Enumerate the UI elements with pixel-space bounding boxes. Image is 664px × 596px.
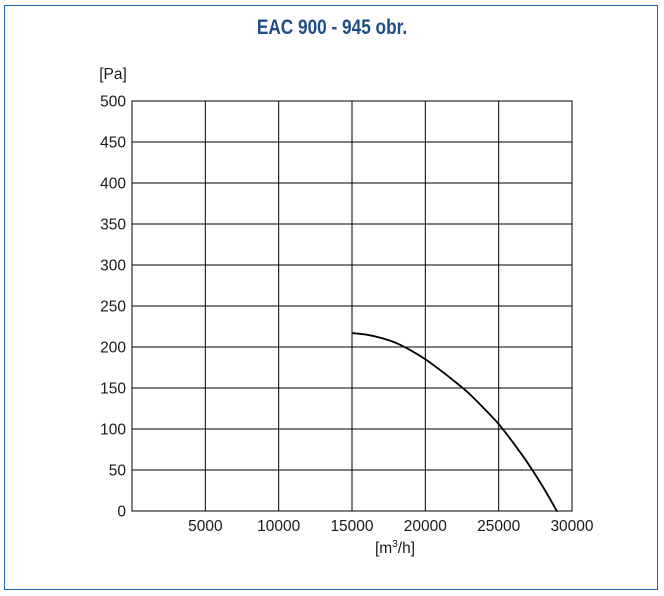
y-tick-label: 300 [100, 258, 126, 275]
y-axis-unit: [Pa] [99, 66, 127, 83]
y-tick-label: 0 [117, 504, 126, 521]
x-tick-label: 15000 [330, 518, 373, 535]
y-tick-labels: 0 50 100 150 200 250 300 350 400 450 500 [100, 94, 126, 521]
x-tick-label: 10000 [257, 518, 300, 535]
fan-curve-line [351, 332, 559, 513]
x-tick-label: 30000 [550, 518, 593, 535]
x-tick-label: 25000 [477, 518, 520, 535]
chart-frame [4, 5, 658, 590]
y-tick-label: 450 [100, 135, 126, 152]
x-tick-labels: 5000 10000 15000 20000 25000 30000 [188, 518, 594, 535]
y-tick-label: 250 [100, 299, 126, 316]
x-tick-label: 20000 [404, 518, 447, 535]
y-tick-label: 50 [109, 463, 127, 480]
y-tick-label: 350 [100, 217, 126, 234]
y-tick-label: 150 [100, 381, 126, 398]
grid [132, 101, 572, 511]
y-tick-label: 200 [100, 340, 126, 357]
x-axis-unit: [m3/h] [375, 539, 415, 557]
y-tick-label: 400 [100, 176, 126, 193]
y-tick-label: 500 [100, 94, 126, 111]
chart-title: EAC 900 - 945 obr. [256, 16, 408, 39]
y-tick-label: 100 [100, 422, 126, 439]
x-tick-label: 5000 [188, 518, 223, 535]
series-layer [351, 332, 559, 513]
